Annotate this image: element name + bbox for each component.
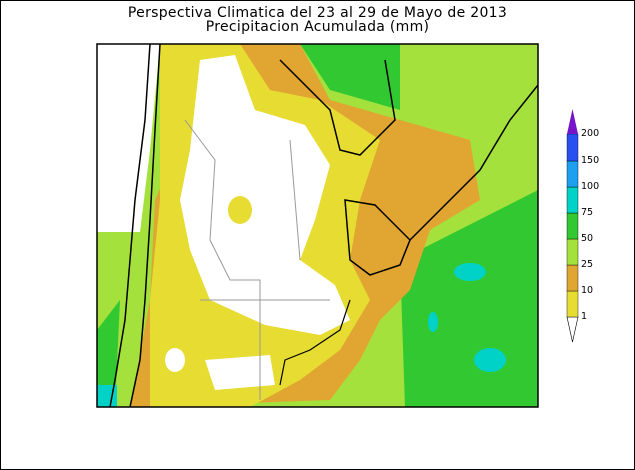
province-borders <box>184 119 330 400</box>
colorbar-label: 150 <box>581 155 600 166</box>
chile-coastline <box>129 44 161 407</box>
region-50-75-north <box>300 44 400 110</box>
colorbar-50-75 <box>566 212 579 240</box>
colorbar <box>566 109 579 343</box>
colorbar-label: 75 <box>581 207 594 218</box>
region-50-75-ocean <box>400 190 538 407</box>
colorbar-75-100 <box>566 186 579 214</box>
region-below-1-patagonia <box>165 348 185 372</box>
colorbar-above-200 <box>567 109 578 134</box>
colorbar-1-10 <box>566 290 579 318</box>
region-75-100 <box>454 263 486 281</box>
region-1-10-island <box>228 196 252 224</box>
map-title: Perspectiva Climatica del 23 al 29 de Ma… <box>127 5 508 21</box>
colorbar-25-50 <box>566 238 579 266</box>
colorbar-100-150 <box>566 160 579 188</box>
colorbar-label: 10 <box>581 285 594 296</box>
region-75-100 <box>428 312 438 332</box>
uruguay-border <box>344 199 411 276</box>
paraguay-border <box>279 59 396 156</box>
map-subtitle: Precipitacion Acumulada (mm) <box>205 19 430 35</box>
region-75-100 <box>474 348 506 372</box>
colorbar-150-200 <box>566 133 579 162</box>
colorbar-10-25 <box>566 264 579 292</box>
region-below-1-pacific <box>97 44 160 232</box>
map-frame <box>96 43 539 408</box>
region-below-1-south <box>205 355 275 390</box>
colorbar-label: 1 <box>581 311 588 322</box>
chile-argentina-border <box>109 44 151 407</box>
colorbar-label: 200 <box>581 128 600 139</box>
colorbar-below-1 <box>566 316 579 343</box>
argentina-coastline <box>279 299 351 386</box>
brazil-coastline <box>409 84 538 241</box>
colorbar-label: 25 <box>581 259 594 270</box>
colorbar-label: 100 <box>581 181 600 192</box>
region-75-100-chile <box>97 385 117 407</box>
colorbar-label: 50 <box>581 233 594 244</box>
